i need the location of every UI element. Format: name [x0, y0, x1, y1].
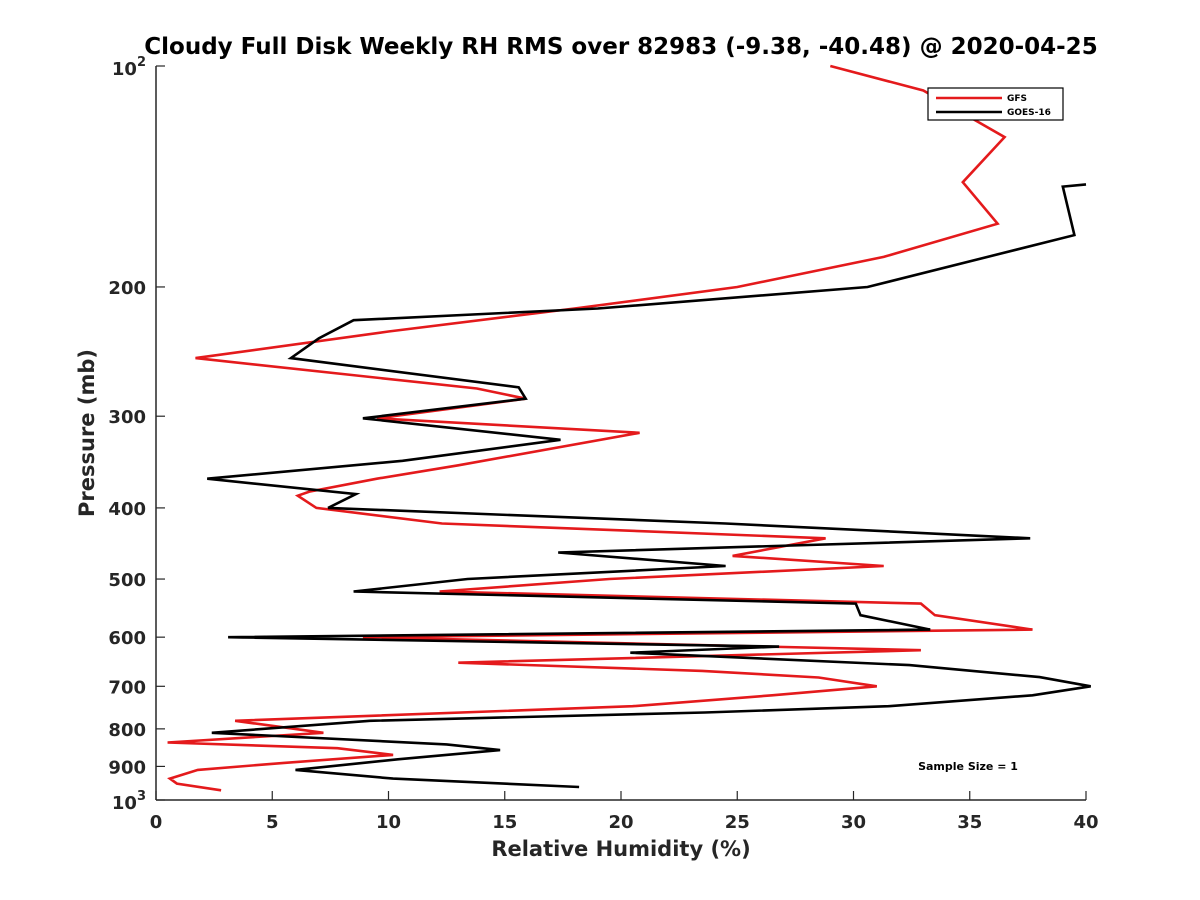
chart-title: Cloudy Full Disk Weekly RH RMS over 8298…	[144, 34, 1097, 60]
y-tick-label: 400	[108, 499, 146, 520]
y-tick-label: 900	[108, 757, 146, 778]
y-tick-label: 300	[108, 407, 146, 428]
x-tick-label: 30	[841, 812, 866, 833]
y-tick-label: 800	[108, 720, 146, 741]
legend-items: GFS GOES-16	[936, 94, 1051, 118]
y-tick-label: 103	[112, 789, 146, 814]
legend-label-goes-16: GOES-16	[1007, 108, 1051, 118]
y-tick-base: 10	[112, 793, 137, 814]
legend-box	[927, 87, 1064, 121]
x-tick-label: 25	[725, 812, 750, 833]
y-tick-base: 10	[112, 59, 137, 80]
y-tick-label: 102	[112, 55, 146, 80]
y-tick-label: 600	[108, 628, 146, 649]
x-tick-label: 20	[608, 812, 633, 833]
y-axis-label: Pressure (mb)	[75, 349, 99, 517]
series-layer	[167, 64, 1091, 792]
sample-size-annotation: Sample Size = 1	[918, 760, 1018, 773]
x-tick-label: 5	[266, 812, 279, 833]
y-tick-exponent: 3	[137, 789, 146, 804]
legend: GFS GOES-16	[927, 87, 1064, 121]
x-tick-label: 40	[1073, 812, 1098, 833]
y-tick-exponent: 2	[137, 55, 146, 70]
plot-area: 0 5 10 15 20 25 30 35 40 10220030040050060070080…	[108, 55, 1098, 833]
y-tick-label: 700	[108, 677, 146, 698]
x-tick-label: 35	[957, 812, 982, 833]
legend-label-gfs: GFS	[1007, 94, 1027, 104]
series-line-gfs	[167, 64, 1033, 792]
x-tick-label: 0	[150, 812, 163, 833]
x-axis-label: Relative Humidity (%)	[491, 837, 750, 861]
series-line-goes-16	[207, 183, 1091, 789]
x-ticks: 0 5 10 15 20 25 30 35 40	[150, 791, 1099, 833]
y-tick-label: 500	[108, 570, 146, 591]
y-tick-label: 200	[108, 278, 146, 299]
x-tick-label: 15	[492, 812, 517, 833]
x-tick-label: 10	[376, 812, 401, 833]
